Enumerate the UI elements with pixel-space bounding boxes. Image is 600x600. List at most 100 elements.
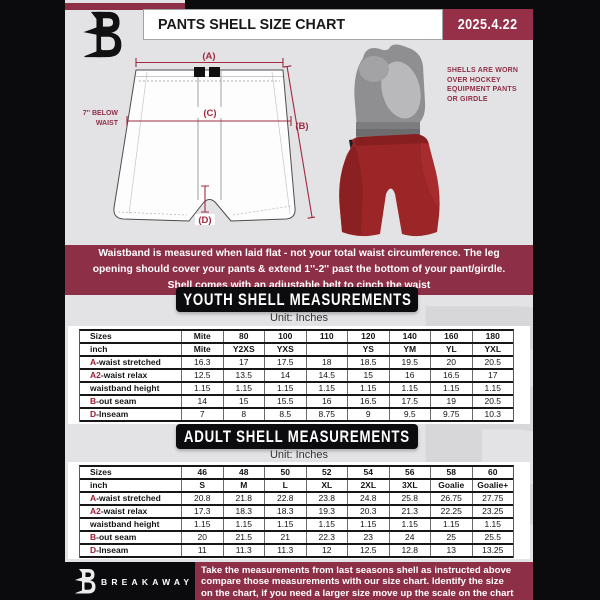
row-label: A-waist stretched bbox=[90, 357, 161, 367]
cell-value: 1.15 bbox=[264, 383, 306, 394]
row-label: A2-waist relax bbox=[90, 370, 148, 380]
waist-note-line1: 7'' BELOW bbox=[83, 110, 119, 117]
cell-value: 21 bbox=[264, 532, 306, 543]
cell-value: 25.5 bbox=[471, 532, 514, 543]
footer-instruction-line: compare those measurements with our size… bbox=[201, 576, 504, 588]
cell-value: 60 bbox=[471, 467, 514, 478]
cell-value: 16.5 bbox=[430, 370, 472, 381]
measure-line-b bbox=[282, 65, 317, 219]
row-label: waistband height bbox=[90, 519, 160, 529]
cell-value: 12.5 bbox=[181, 370, 223, 381]
cell-value: 1.15 bbox=[430, 383, 472, 394]
cell-value: 58 bbox=[430, 467, 472, 478]
cell-value: 11.3 bbox=[264, 545, 306, 556]
cell-value: M bbox=[222, 480, 265, 491]
row-label: D-Inseam bbox=[90, 409, 129, 419]
row-label: A-waist stretched bbox=[90, 493, 161, 503]
photo-caption-line: EQUIPMENT PANTS bbox=[447, 86, 517, 93]
cell-value: 25 bbox=[430, 532, 472, 543]
cell-value: 26.75 bbox=[430, 493, 472, 504]
date-badge: 2025.4.22 bbox=[443, 9, 533, 40]
table-row: B-out seam 14 15 15.5 16 16.5 17.5 19 20.5 bbox=[80, 396, 513, 409]
cell-value: 20 bbox=[430, 357, 472, 368]
cell-value: 1.15 bbox=[181, 519, 223, 530]
shell-photo bbox=[333, 42, 445, 238]
cell-value: YXS bbox=[264, 344, 306, 355]
cell-value: 1.15 bbox=[471, 519, 514, 530]
cell-value: 22.25 bbox=[430, 506, 472, 517]
table-row: D-Inseam 11 11.3 11.3 12 12.5 12.8 13 13.25 bbox=[80, 545, 513, 558]
cell-value: 180 bbox=[471, 331, 514, 342]
photo-caption: SHELLS ARE WORN OVER HOCKEY EQUIPMENT PA… bbox=[447, 66, 537, 104]
cell-value: 18.3 bbox=[222, 506, 265, 517]
page-title: PANTS SHELL SIZE CHART bbox=[158, 16, 346, 33]
cell-value: Y2XS bbox=[222, 344, 265, 355]
cell-value: 14 bbox=[264, 370, 306, 381]
cell-value: 16 bbox=[305, 396, 348, 407]
cell-value: 13 bbox=[430, 545, 472, 556]
cell-value: 3XL bbox=[388, 480, 431, 491]
label-b: (B) bbox=[295, 121, 308, 132]
cell-value: 20.5 bbox=[471, 357, 514, 368]
footer-instructions: Take the measurements from last seasons … bbox=[195, 562, 533, 600]
photo-caption-line: OVER HOCKEY bbox=[447, 76, 501, 84]
cell-value: 100 bbox=[264, 331, 306, 342]
cell-value: 15.5 bbox=[264, 396, 306, 407]
cell-value: 22.3 bbox=[305, 532, 348, 543]
breakaway-logo-icon bbox=[80, 10, 124, 58]
cell-value: 48 bbox=[222, 467, 265, 478]
cell-value: 19.5 bbox=[388, 357, 431, 368]
label-d: (D) bbox=[198, 215, 211, 226]
photo-caption-line: SHELLS ARE WORN bbox=[447, 67, 519, 74]
cell-value: 1.15 bbox=[388, 383, 431, 394]
shorts-measurement-diagram: (A) (C) (B) (D) 7'' BELOW WAIST bbox=[65, 50, 317, 240]
cell-value: 19 bbox=[430, 396, 472, 407]
adult-unit-label: Unit: Inches bbox=[269, 449, 329, 461]
cell-value: 9 bbox=[347, 409, 389, 420]
cell-value: 24.8 bbox=[347, 493, 389, 504]
cell-value: 23 bbox=[347, 532, 389, 543]
cell-value: XL bbox=[305, 480, 348, 491]
cell-value: 52 bbox=[305, 467, 348, 478]
table-row: D-Inseam 7 8 8.5 8.75 9 9.5 9.75 10.3 bbox=[80, 409, 513, 422]
cell-value: 21.3 bbox=[388, 506, 431, 517]
cell-value: 13.25 bbox=[471, 545, 514, 556]
cell-value: L bbox=[264, 480, 306, 491]
cell-value: Goalie bbox=[430, 480, 472, 491]
cell-value: 1.15 bbox=[222, 383, 265, 394]
cell-value bbox=[305, 344, 348, 355]
table-row: A2-waist relax 17.3 18.3 18.3 19.3 20.3 21.3 22… bbox=[80, 506, 513, 519]
label-c: (C) bbox=[203, 108, 216, 119]
cell-value: 140 bbox=[388, 331, 431, 342]
cell-value: 18 bbox=[305, 357, 348, 368]
table-row: A-waist stretched 20.8 21.8 22.8 23.8 24.8 25.… bbox=[80, 493, 513, 506]
cell-value: 1.15 bbox=[181, 383, 223, 394]
date-text: 2025.4.22 bbox=[458, 16, 518, 33]
row-label: Sizes bbox=[90, 331, 112, 341]
info-line: Shell comes with an adjustable belt to c… bbox=[167, 280, 431, 291]
info-line: opening should cover your pants & extend… bbox=[92, 264, 506, 275]
cell-value: 9.75 bbox=[430, 409, 472, 420]
row-label: D-Inseam bbox=[90, 545, 129, 555]
cell-value: 14.5 bbox=[305, 370, 348, 381]
cell-value: 20 bbox=[181, 532, 223, 543]
info-line: Waistband is measured when laid flat - n… bbox=[98, 248, 500, 259]
cell-value: 1.15 bbox=[264, 519, 306, 530]
cell-value: 22.8 bbox=[264, 493, 306, 504]
youth-unit-label: Unit: Inches bbox=[269, 312, 329, 324]
cell-value: 24 bbox=[388, 532, 431, 543]
cell-value: 1.15 bbox=[305, 383, 348, 394]
page-title-box: PANTS SHELL SIZE CHART bbox=[143, 9, 443, 40]
cell-value: 18.3 bbox=[264, 506, 306, 517]
cell-value: 80 bbox=[222, 331, 265, 342]
row-label: B-out seam bbox=[90, 396, 137, 406]
cell-value: 160 bbox=[430, 331, 472, 342]
cell-value: 1.15 bbox=[388, 519, 431, 530]
cell-value: 11.3 bbox=[222, 545, 265, 556]
cell-value: 17.5 bbox=[388, 396, 431, 407]
cell-value: 15 bbox=[347, 370, 389, 381]
row-label: Sizes bbox=[90, 467, 112, 477]
cell-value: YS bbox=[347, 344, 389, 355]
cell-value: 2XL bbox=[347, 480, 389, 491]
